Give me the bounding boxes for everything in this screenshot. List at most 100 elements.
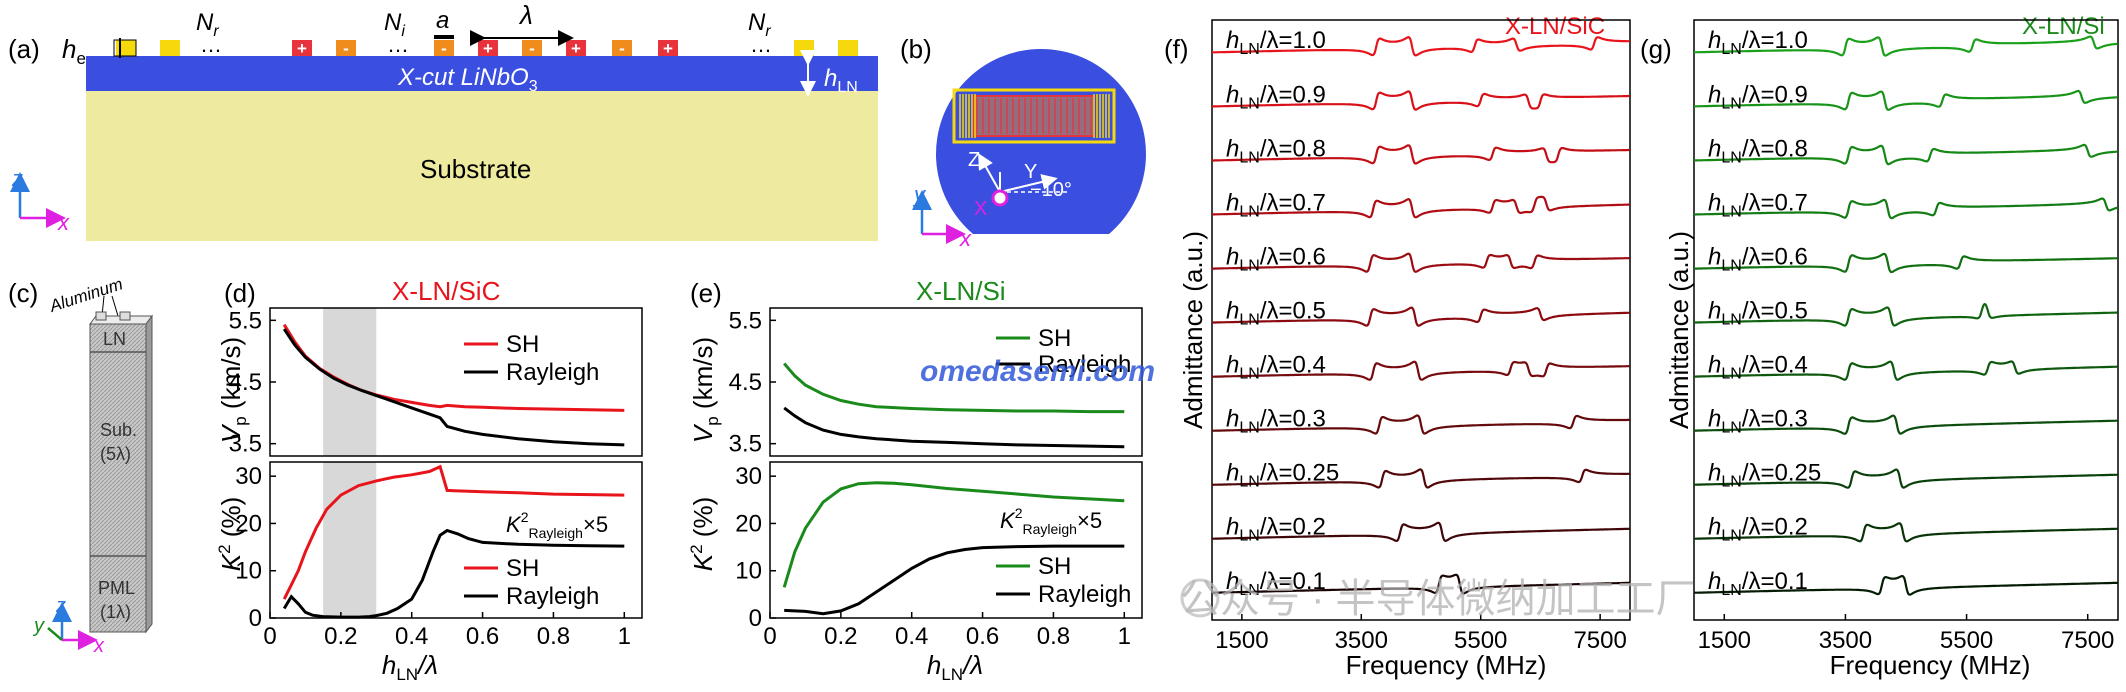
y-tick-label: 30 <box>235 463 262 490</box>
spectra-frame <box>1693 19 2119 621</box>
hln-label: hLN <box>824 65 858 96</box>
spectrum-hLN/λ=0.6 <box>1212 252 1630 273</box>
y-tick-label: 3.5 <box>229 431 262 458</box>
panel-e-label: (e) <box>690 278 722 308</box>
spectrum-hLN/λ=0.4 <box>1212 360 1630 381</box>
finger-sign-4: - <box>343 39 349 58</box>
x-tick-label: 5500 <box>1454 627 1507 654</box>
series-rayleigh-line <box>784 544 1125 616</box>
d-bottom-chart: 0 10 20 30 0 0.2 0.4 0.6 0.8 1 <box>235 461 643 650</box>
pml-thickness-label: (1λ) <box>100 602 131 622</box>
panel-c: (c) Aluminum LN Sub. (5λ) PML (1λ) z y x <box>8 274 153 657</box>
nr-left-label: Nr <box>196 9 219 40</box>
spectrum-label: hLN/λ=0.7 <box>1226 189 1326 220</box>
shaded-region <box>323 462 377 618</box>
spectrum-label: hLN/λ=0.1 <box>1708 568 1808 599</box>
finger-sign-9: - <box>619 39 625 58</box>
spectrum-label: hLN/λ=0.9 <box>1226 81 1326 112</box>
x-tick-label: 1 <box>1118 623 1131 650</box>
panel-b: (b) Z Y −10° X y x <box>900 34 1146 251</box>
finger-sign-7: - <box>529 39 535 58</box>
e-top-legend-ray: Rayleigh <box>1038 351 1131 378</box>
x-tick-label: 0.8 <box>1037 623 1070 650</box>
e-xlabel: hLN/λ <box>927 650 983 684</box>
panel-f-title: X-LN/SiC <box>1505 13 1605 40</box>
y-tick-label: 4.5 <box>729 369 762 396</box>
spectrum-hLN/λ=1.0 <box>1694 35 2118 57</box>
spectrum-hLN/λ=0.5 <box>1211 306 1630 327</box>
spectrum-label: hLN/λ=0.9 <box>1708 81 1808 112</box>
he-marker <box>113 39 137 57</box>
x-tick-label: 1500 <box>1215 627 1268 654</box>
dots-right: … <box>750 32 772 57</box>
spectrum-hLN/λ=0.1 <box>1212 573 1630 595</box>
aluminum-label: Aluminum <box>46 274 125 316</box>
he-label: he <box>62 34 86 68</box>
spectrum-label: hLN/λ=0.5 <box>1226 297 1326 328</box>
x-tick-label: 0 <box>763 623 776 650</box>
x-tick-label: 0.6 <box>966 623 999 650</box>
x-tick-label: 0.4 <box>395 623 428 650</box>
idt-finger-2 <box>160 40 180 56</box>
spectrum-label: hLN/λ=0.25 <box>1708 460 1821 491</box>
al-electrode-2 <box>119 311 131 321</box>
ln-layer-label: X-cut LiNbO3 <box>397 64 538 95</box>
wafer-idt <box>952 88 1116 144</box>
series-sh-line <box>782 481 1125 588</box>
dots-mid: … <box>387 32 409 57</box>
x-tick-label: 7500 <box>2061 627 2114 654</box>
g-spectra: 1500 3500 5500 7500 hLN/λ=1.0 hLN/λ=0.9 hLN/λ=… <box>1693 19 2119 654</box>
e-bot-legend-ray: Rayleigh <box>1038 581 1131 608</box>
pml-block-label: PML <box>98 578 135 598</box>
y-tick-label: 30 <box>735 463 762 490</box>
x-tick-label: 0.8 <box>537 623 570 650</box>
spectrum-hLN/λ=0.25 <box>1212 468 1630 489</box>
idt-finger-12 <box>838 40 858 56</box>
shaded-region <box>323 308 377 456</box>
series-rayleigh-line <box>783 406 1125 449</box>
spectrum-hLN/λ=0.3 <box>1694 414 2118 435</box>
a-label: a <box>436 7 449 34</box>
spectrum-hLN/λ=0.8 <box>1694 143 2118 166</box>
spectrum-label: hLN/λ=0.4 <box>1708 352 1808 383</box>
wafer-y-label: Y <box>1024 161 1037 183</box>
idt-fingers: + - - + - + - + <box>113 35 858 58</box>
spectrum-hLN/λ=0.2 <box>1212 521 1630 543</box>
x-tick-label: 7500 <box>1573 627 1626 654</box>
a-width-bar <box>434 35 454 39</box>
spectrum-hLN/λ=0.9 <box>1694 89 2118 111</box>
idt-finger-4 <box>336 40 356 56</box>
spectrum-label: hLN/λ=0.2 <box>1708 514 1808 545</box>
sub-block-label: Sub. <box>100 420 137 440</box>
dots-left: … <box>200 32 222 57</box>
ln-block-label: LN <box>103 329 126 349</box>
x-tick-label: 0.2 <box>324 623 357 650</box>
y-tick-label: 0 <box>249 605 262 632</box>
plot-frame <box>769 461 1143 619</box>
e-ylabel-vp: Vp (km/s) <box>688 337 722 443</box>
panel-c-label: (c) <box>8 278 38 308</box>
idt-finger-5 <box>434 40 454 56</box>
idt-finger-11 <box>794 40 814 56</box>
spectrum-hLN/λ=1.0 <box>1212 36 1630 57</box>
substrate-label: Substrate <box>420 154 531 184</box>
wafer-idt-frame <box>952 88 1116 144</box>
wafer-x-icon <box>991 189 1009 207</box>
panel-g: (g) X-LN/Si Admittance (a.u.) Frequency … <box>1640 13 2119 680</box>
e-top-legend-sh: SH <box>1038 325 1071 352</box>
d-k2-note: K2Rayleigh×5 <box>506 509 608 541</box>
series-sh-line <box>282 464 625 600</box>
wafer-angle-label: −10° <box>1030 179 1072 201</box>
spectrum-label: hLN/λ=0.6 <box>1708 243 1808 274</box>
watermark-wechat: 公众号 · 半导体微纳加工工厂 <box>1180 577 1696 621</box>
f-spectra: 1500 3500 5500 7500 hLN/λ=1.0 hLN/λ=0.9 hLN/λ=… <box>1211 19 1631 654</box>
spectra-frame <box>1211 19 1631 621</box>
spectrum-label: hLN/λ=0.3 <box>1708 406 1808 437</box>
wafer-x-label: X <box>974 198 987 220</box>
d-top-chart: 3.5 4.5 5.5 <box>229 307 643 458</box>
substrate-layer <box>86 91 878 241</box>
spectrum-hLN/λ=0.4 <box>1694 360 2118 381</box>
spectrum-label: hLN/λ=0.7 <box>1708 189 1808 220</box>
finger-sign-8: + <box>571 39 581 58</box>
d-bot-legend-ray: Rayleigh <box>506 583 599 610</box>
